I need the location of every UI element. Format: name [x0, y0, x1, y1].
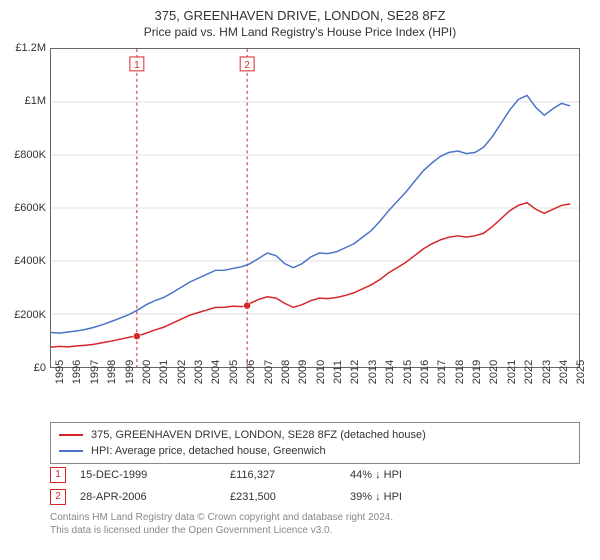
chart-subtitle: Price paid vs. HM Land Registry's House …: [0, 23, 600, 43]
x-tick-label: 2025: [575, 360, 587, 384]
x-tick-label: 2000: [141, 360, 153, 384]
footer-line1: Contains HM Land Registry data © Crown c…: [50, 512, 580, 525]
x-tick-label: 2006: [245, 360, 257, 384]
y-tick-label: £1M: [25, 95, 46, 107]
svg-text:1: 1: [134, 60, 140, 71]
x-tick-label: 1996: [71, 360, 83, 384]
sale-date: 28-APR-2006: [80, 491, 230, 503]
x-tick-label: 2001: [158, 360, 170, 384]
sale-row: 2 28-APR-2006£231,50039% ↓ HPI: [50, 486, 580, 508]
x-tick-label: 1999: [124, 360, 136, 384]
sale-diff: 44% ↓ HPI: [350, 469, 460, 481]
x-tick-label: 1998: [106, 360, 118, 384]
x-tick-label: 2016: [419, 360, 431, 384]
x-tick-label: 2011: [332, 360, 344, 384]
x-tick-label: 2014: [384, 360, 396, 384]
x-tick-label: 2024: [558, 360, 570, 384]
y-tick-label: £800K: [14, 149, 46, 161]
sale-date: 15-DEC-1999: [80, 469, 230, 481]
x-tick-label: 2012: [349, 360, 361, 384]
x-tick-label: 2022: [523, 360, 535, 384]
x-tick-label: 2003: [193, 360, 205, 384]
y-tick-label: £200K: [14, 309, 46, 321]
x-tick-label: 2013: [367, 360, 379, 384]
sale-marker-icon: 2: [50, 489, 66, 505]
legend-swatch: [59, 450, 83, 452]
x-tick-label: 2002: [176, 360, 188, 384]
legend-label: HPI: Average price, detached house, Gree…: [91, 445, 326, 457]
sale-diff: 39% ↓ HPI: [350, 491, 460, 503]
x-tick-label: 1995: [54, 360, 66, 384]
footer: Contains HM Land Registry data © Crown c…: [50, 512, 580, 537]
sale-price: £231,500: [230, 491, 350, 503]
footer-line2: This data is licensed under the Open Gov…: [50, 525, 580, 538]
sale-row: 1 15-DEC-1999£116,32744% ↓ HPI: [50, 464, 580, 486]
x-tick-label: 2004: [210, 360, 222, 384]
chart-title: 375, GREENHAVEN DRIVE, LONDON, SE28 8FZ: [0, 0, 600, 23]
x-tick-label: 2007: [263, 360, 275, 384]
sales-table: 1 15-DEC-1999£116,32744% ↓ HPI 2 28-APR-200…: [50, 464, 580, 508]
x-tick-label: 2015: [402, 360, 414, 384]
y-tick-label: £400K: [14, 255, 46, 267]
x-tick-label: 2009: [297, 360, 309, 384]
x-tick-label: 2021: [506, 360, 518, 384]
x-tick-label: 2017: [436, 360, 448, 384]
y-tick-label: £600K: [14, 202, 46, 214]
x-tick-label: 2005: [228, 360, 240, 384]
x-tick-label: 1997: [89, 360, 101, 384]
x-tick-label: 2023: [541, 360, 553, 384]
x-tick-label: 2010: [315, 360, 327, 384]
legend-label: 375, GREENHAVEN DRIVE, LONDON, SE28 8FZ …: [91, 429, 426, 441]
plot-area: 12: [50, 48, 580, 368]
legend: 375, GREENHAVEN DRIVE, LONDON, SE28 8FZ …: [50, 422, 580, 464]
x-tick-label: 2018: [454, 360, 466, 384]
legend-item: 375, GREENHAVEN DRIVE, LONDON, SE28 8FZ …: [59, 427, 571, 443]
svg-text:2: 2: [244, 60, 250, 71]
y-tick-label: £0: [34, 362, 46, 374]
sale-marker-icon: 1: [50, 467, 66, 483]
x-tick-label: 2008: [280, 360, 292, 384]
legend-swatch: [59, 434, 83, 436]
x-tick-label: 2020: [488, 360, 500, 384]
sale-price: £116,327: [230, 469, 350, 481]
y-tick-label: £1.2M: [15, 42, 46, 54]
legend-item: HPI: Average price, detached house, Gree…: [59, 443, 571, 459]
x-tick-label: 2019: [471, 360, 483, 384]
